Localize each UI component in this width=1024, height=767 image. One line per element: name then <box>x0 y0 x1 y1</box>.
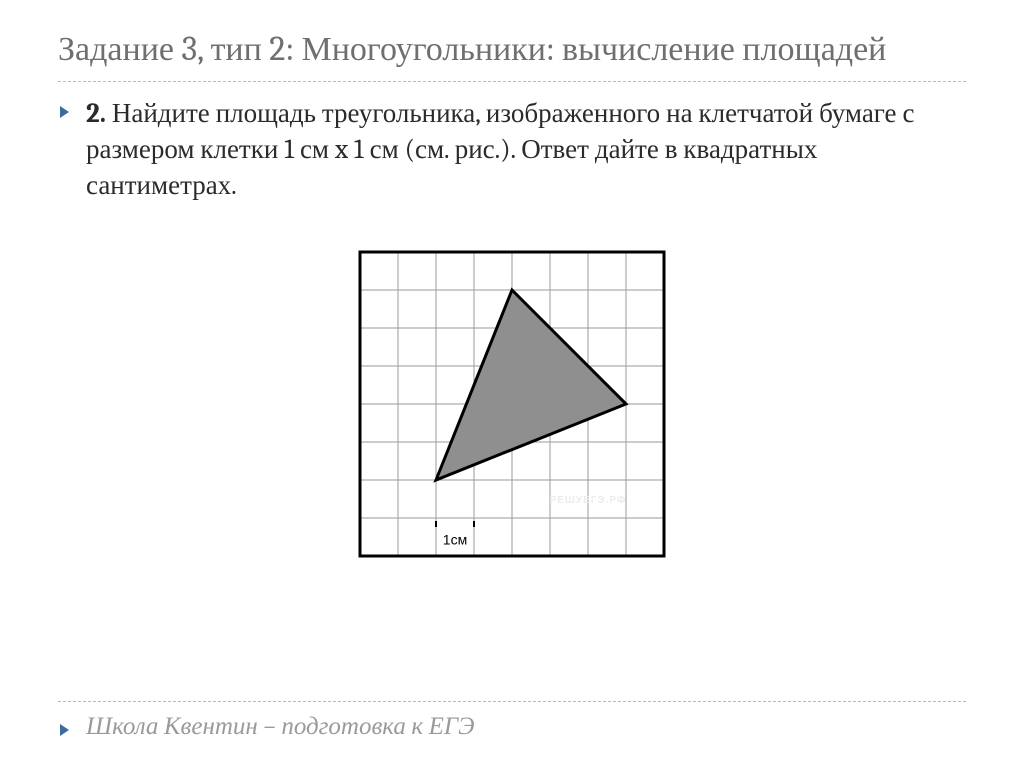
problem-body: Найдите площадь треугольника, изображенн… <box>86 98 914 202</box>
grid-figure: 1см РЕШУЕГЭ.РФ <box>341 233 683 575</box>
slide-title: Задание 3, тип 2: Многоугольники: вычисл… <box>58 28 966 71</box>
problem-block: 2. Найдите площадь треугольника, изображ… <box>58 96 966 205</box>
svg-text:РЕШУЕГЭ.РФ: РЕШУЕГЭ.РФ <box>550 495 627 506</box>
footer-divider <box>58 701 966 702</box>
problem-number: 2. <box>86 98 106 129</box>
bullet-icon <box>58 96 86 119</box>
footer-text: Школа Квентин – подготовка к ЕГЭ <box>86 712 474 741</box>
footer: Школа Квентин – подготовка к ЕГЭ <box>58 701 966 741</box>
figure-container: 1см РЕШУЕГЭ.РФ <box>58 233 966 575</box>
problem-text: 2. Найдите площадь треугольника, изображ… <box>86 96 966 205</box>
svg-text:1см: 1см <box>443 531 467 547</box>
footer-bullet-icon <box>58 717 86 737</box>
title-underline <box>58 81 966 82</box>
